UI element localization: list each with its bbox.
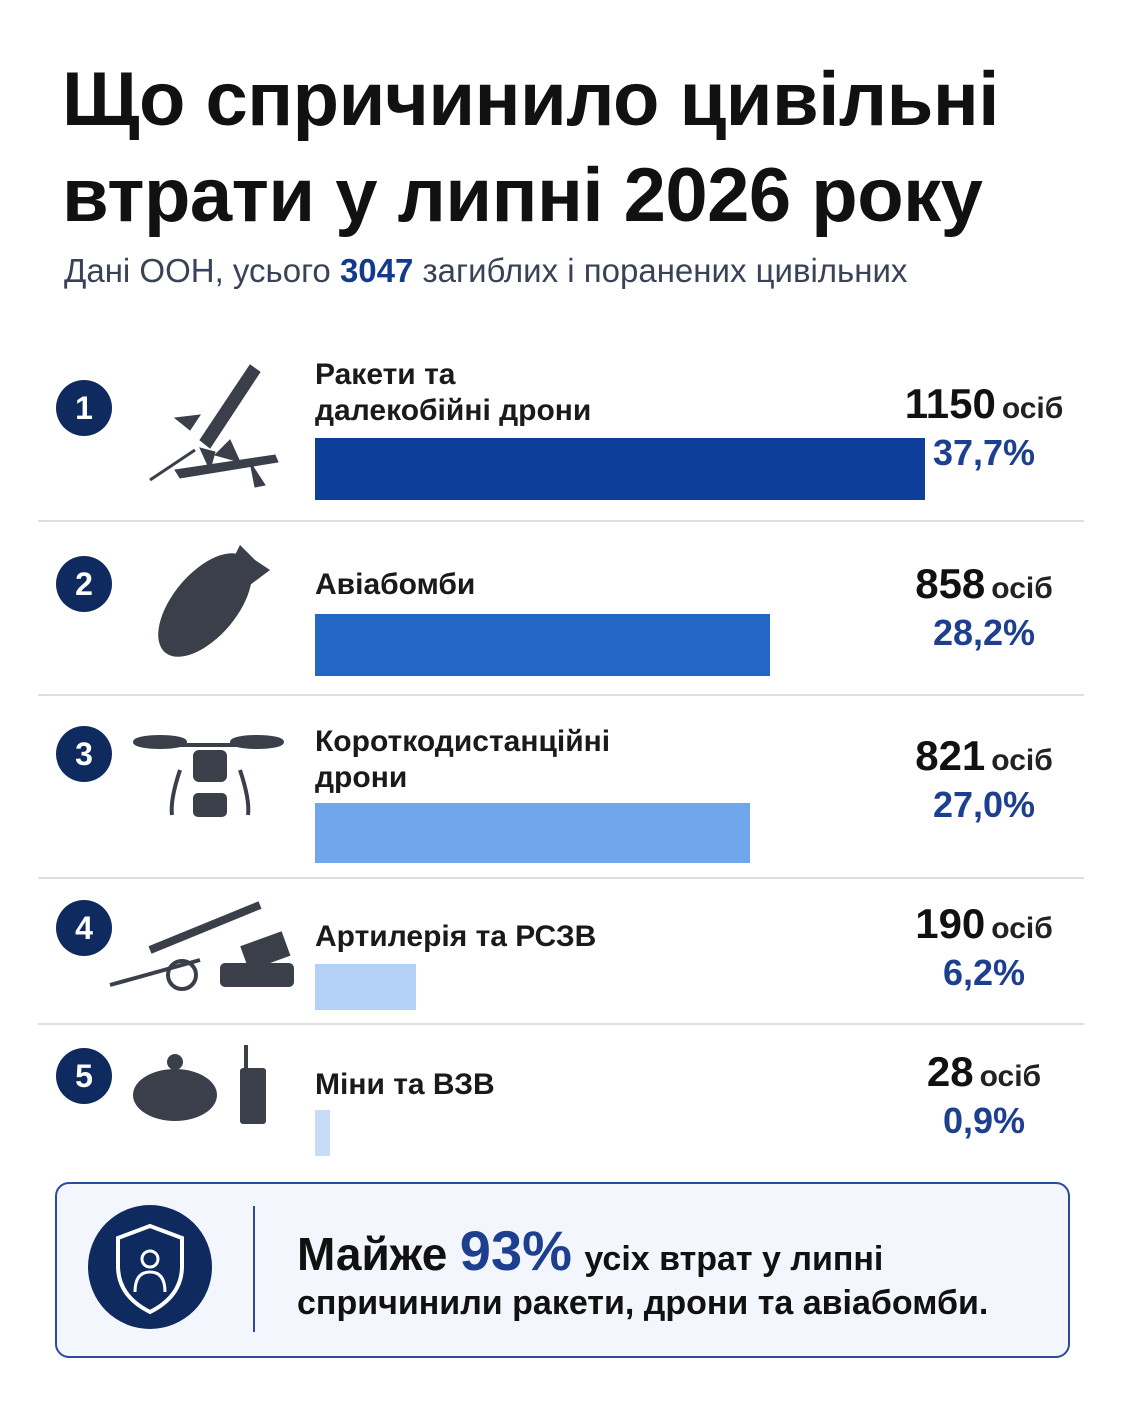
- bar: [315, 1110, 330, 1156]
- callout-line1: Майже 93% усіх втрат у липні: [297, 1218, 883, 1283]
- separator: [38, 877, 1084, 879]
- divider: [253, 1206, 255, 1332]
- rank-badge: 5: [56, 1048, 112, 1104]
- subtitle-suffix: загиблих і поранених цивільних: [422, 252, 908, 289]
- callout: Майже 93% усіх втрат у липні спричинили …: [55, 1182, 1070, 1358]
- callout-text2: спричинили ракети, дрони та авіабомби.: [297, 1284, 989, 1322]
- separator: [38, 1023, 1084, 1025]
- value-block: 190 осіб 6,2%: [874, 900, 1094, 994]
- value-block: 858 осіб 28,2%: [874, 560, 1094, 654]
- value-block: 28 осіб 0,9%: [874, 1048, 1094, 1142]
- icon-missile: [149, 364, 279, 488]
- subtitle: Дані ООН, усього 3047 загиблих і поранен…: [64, 252, 907, 290]
- unit-label: осіб: [991, 912, 1053, 945]
- shield-icon: [88, 1205, 212, 1329]
- separator: [38, 520, 1084, 522]
- unit-label: осіб: [991, 744, 1053, 777]
- bar: [315, 438, 925, 500]
- title: Що спричинило цивільні втрати у липні 20…: [62, 57, 999, 238]
- value-line: 1150 осіб: [874, 380, 1094, 428]
- value-label: 1150: [904, 380, 996, 427]
- category-label: Короткодистанційні дрони: [315, 725, 611, 794]
- bar: [315, 964, 416, 1010]
- share-label: 27,0%: [932, 784, 1036, 825]
- callout-prefix: Майже: [297, 1228, 448, 1280]
- share-label: 0,9%: [942, 1100, 1026, 1141]
- unit-label: осіб: [991, 572, 1053, 605]
- value-label: 821: [915, 732, 986, 779]
- rank-badge: 1: [56, 380, 112, 436]
- rank-badge: 2: [56, 556, 112, 612]
- icon-bomb: [158, 545, 270, 657]
- unit-label: осіб: [1001, 392, 1064, 425]
- value-label: 190: [915, 900, 986, 947]
- category-label: Артилерія та РСЗВ: [315, 920, 597, 953]
- rank-badge: 4: [56, 900, 112, 956]
- share-label: 6,2%: [942, 952, 1026, 993]
- value-block: 821 осіб 27,0%: [874, 732, 1094, 826]
- callout-share: 93%: [459, 1219, 572, 1282]
- callout-text1: усіх втрат у липні: [584, 1240, 884, 1278]
- category-label: Міни та ВЗВ: [315, 1068, 495, 1101]
- bar: [315, 803, 751, 863]
- share-label: 28,2%: [932, 612, 1036, 653]
- total: 3047: [339, 252, 414, 289]
- bar: [315, 614, 771, 676]
- value-line: 28 осіб: [874, 1048, 1094, 1096]
- separator: [38, 694, 1084, 696]
- value-label: 858: [915, 560, 986, 607]
- subtitle-prefix: Дані ООН, усього: [64, 252, 331, 289]
- value-block: 1150 осіб 37,7%: [874, 380, 1094, 474]
- value-label: 28: [926, 1048, 974, 1095]
- icon-drone: [133, 735, 284, 817]
- value-line: 858 осіб: [874, 560, 1094, 608]
- share-label: 37,7%: [932, 432, 1036, 473]
- rank-badge: 3: [56, 726, 112, 782]
- unit-label: осіб: [979, 1060, 1042, 1093]
- value-line: 190 осіб: [874, 900, 1094, 948]
- category-label: Ракети та далекобійні дрони: [315, 358, 592, 427]
- icon-artillery: [109, 901, 294, 991]
- icon-mine: [133, 1045, 266, 1124]
- category-label: Авіабомби: [315, 568, 476, 601]
- value-line: 821 осіб: [874, 732, 1094, 780]
